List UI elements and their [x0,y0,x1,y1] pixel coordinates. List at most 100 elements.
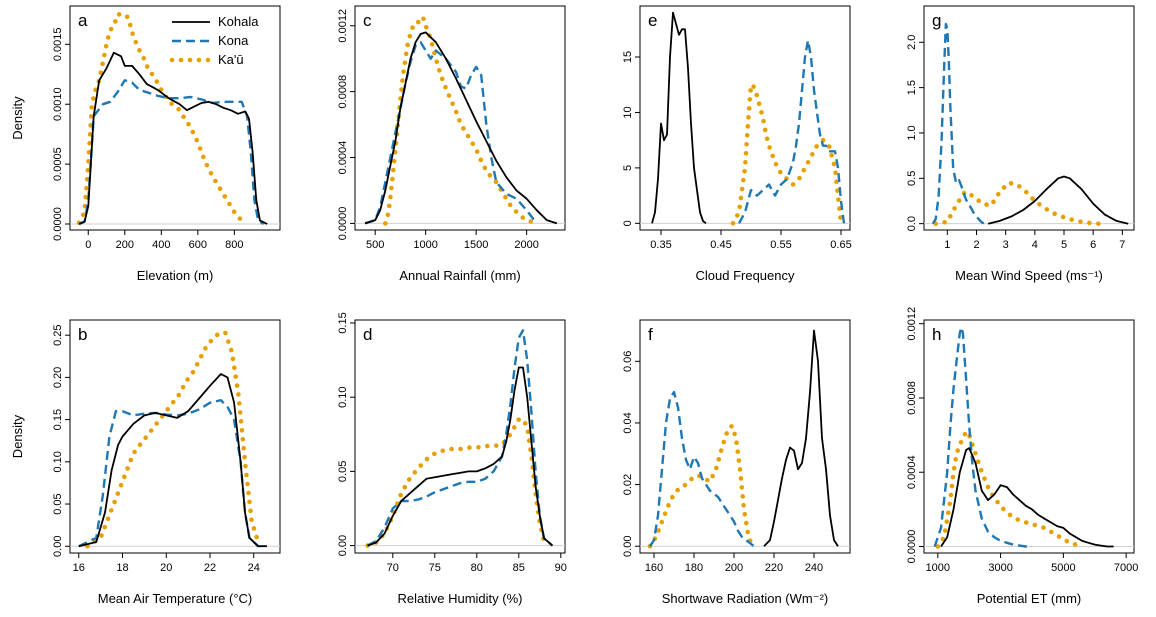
x-tick-label: 70 [387,562,399,574]
x-tick-label: 7 [1119,239,1125,251]
x-tick-label: 2 [973,239,979,251]
x-tick-label: 200 [116,239,134,251]
y-tick-label: 0.0008 [337,75,349,109]
panel-letter: d [363,325,372,344]
y-tick-label: 0.25 [52,324,64,345]
y-tick-label: 1.0 [906,125,918,140]
series-line-kona [364,41,538,225]
panel-letter: b [78,325,87,344]
x-tick-label: 18 [116,562,128,574]
panel-letter: c [363,11,372,30]
series-line-kohala [651,11,707,225]
y-tick-label: 0.5 [906,171,918,186]
series-line-ka [365,417,547,548]
y-tick-label: 0.0 [906,216,918,231]
x-axis-label: Relative Humidity (%) [398,591,523,606]
series-line-kohala [78,51,268,225]
panel-a: 0 200 400 600 800 0.0000 0.0005 0.0010 0.0015 Ele… [10,5,281,283]
panel-letter: a [78,11,88,30]
y-tick-label: 15 [622,51,634,63]
legend: Kohala Kona Ka'ū [169,14,259,67]
y-tick-label: 0.10 [337,386,349,407]
x-tick-label: 240 [805,562,823,574]
series-line-kohala [78,373,267,548]
x-tick-label: 5 [1061,239,1067,251]
panel-f: 160 180 200 220 240 0.00 0.02 0.04 0.06 Shortwave… [622,319,851,606]
series-line-kona [931,22,986,225]
y-tick-label: 0.00 [337,535,349,556]
x-tick-label: 500 [366,239,384,251]
series-line-kona [648,390,755,548]
x-tick-label: 0.65 [830,239,851,251]
x-axis-label: Potential ET (mm) [977,591,1082,606]
panel-d: 70 75 80 85 90 0.00 0.05 0.10 0.15 Relative Humid… [337,312,567,606]
y-tick-label: 0.0005 [52,147,64,181]
x-tick-label: 20 [160,562,172,574]
panel-c: 500 1000 1500 2000 0.0000 0.0004 0.0008 0.0012 A… [337,5,566,283]
panel-frame [923,319,1135,554]
y-tick-label: 0.05 [337,461,349,482]
panel-frame [923,5,1135,231]
series-line-kona [933,326,1032,548]
series-line-ka [85,330,261,549]
x-tick-label: 5000 [1051,562,1075,574]
x-tick-label: 80 [471,562,483,574]
series-line-kohala [940,447,1114,548]
series-line-kona [367,329,554,547]
x-tick-label: 3000 [988,562,1012,574]
y-tick-label: 0.02 [622,474,634,495]
y-tick-label: 0 [622,220,634,226]
panel-e: 0.35 0.45 0.55 0.65 0 5 10 15 Cloud Frequency e [622,5,852,283]
panel-frame [354,319,566,554]
x-tick-label: 7000 [1114,562,1138,574]
series-line-ka [730,82,844,226]
x-tick-label: 0.35 [650,239,671,251]
x-tick-label: 160 [645,562,663,574]
x-tick-label: 180 [685,562,703,574]
panel-letter: h [932,325,941,344]
panel-frame [639,5,851,231]
y-tick-label: 0.05 [52,493,64,514]
panel-letter: e [648,11,657,30]
series-line-kohala [987,175,1129,225]
y-tick-label: 0.0000 [52,207,64,241]
series-line-kona [737,39,846,224]
x-tick-label: 22 [204,562,216,574]
y-tick-label: 5 [622,165,634,171]
x-tick-label: 800 [225,239,243,251]
series-line-ka [76,12,248,226]
x-tick-label: 24 [248,562,260,574]
x-axis-label: Mean Air Temperature (°C) [98,591,253,606]
x-tick-label: 600 [189,239,207,251]
y-tick-label: 0.0000 [337,207,349,241]
x-tick-label: 6 [1090,239,1096,251]
panel-letter: g [932,11,941,30]
panel-frame [639,319,851,554]
x-tick-label: 90 [555,562,567,574]
series-line-kohala [763,329,839,547]
y-tick-label: 0.06 [622,351,634,372]
y-tick-label: 1.5 [906,80,918,95]
x-axis-label: Shortwave Radiation (Wm⁻²) [662,591,829,606]
y-tick-label: 0.15 [337,312,349,333]
x-tick-label: 1500 [464,239,488,251]
legend-label-kona: Kona [218,33,249,48]
panel-frame [69,319,281,554]
series-line-ka [647,423,755,549]
x-tick-label: 3 [1003,239,1009,251]
series-line-ka [383,15,534,226]
y-tick-label: 0.20 [52,367,64,388]
y-tick-label: 0.0010 [52,87,64,121]
y-axis-label: Density [10,414,25,458]
panel-h: 1000 3000 5000 7000 0.0000 0.0004 0.0008 0.0012… [906,307,1138,606]
series-line-kona [78,399,259,548]
y-tick-label: 0.0012 [906,307,918,341]
y-tick-label: 0.0004 [337,141,349,175]
x-tick-label: 0.45 [710,239,731,251]
y-tick-label: 2.0 [906,35,918,50]
x-axis-label: Mean Wind Speed (ms⁻¹) [955,268,1103,283]
series-line-ka [933,180,1102,226]
x-axis-label: Cloud Frequency [696,268,795,283]
series-line-kohala [364,31,558,225]
